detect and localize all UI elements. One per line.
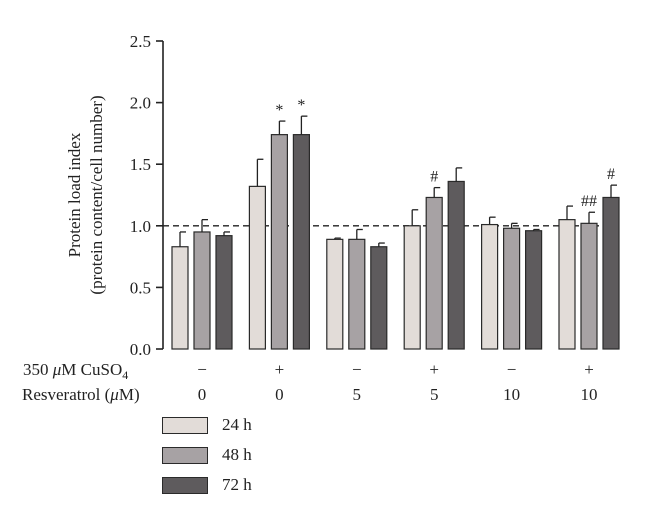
condition-table: 350 μM CuSO4 Resveratrol (μM) − 0 +0 − 5 +5 − 10 +…: [22, 360, 598, 404]
bar: [216, 236, 232, 349]
bar: [581, 223, 597, 349]
y-tick-label: 2.0: [130, 94, 151, 113]
legend-swatch: [162, 447, 208, 464]
cuso4-value: −: [197, 360, 207, 379]
resveratrol-value: 5: [430, 385, 439, 404]
resveratrol-row-label: Resveratrol (μM): [22, 385, 140, 404]
resveratrol-value: 10: [581, 385, 598, 404]
significance-mark: #: [607, 166, 615, 183]
legend-item: 72 h: [162, 474, 252, 496]
legend-item: 24 h: [162, 414, 252, 436]
y-tick-label: 2.5: [130, 32, 151, 51]
bar: [526, 231, 542, 349]
y-axis-label: Protein load index (protein content/cell …: [65, 95, 106, 294]
legend-label: 24 h: [222, 415, 252, 435]
y-tick-label: 0.0: [130, 340, 151, 359]
bar: [504, 228, 520, 349]
y-tick-label: 0.5: [130, 278, 151, 297]
bar-chart: Protein load index (protein content/cell …: [0, 0, 660, 410]
significance-mark: *: [297, 97, 305, 114]
y-tick-label: 1.5: [130, 155, 151, 174]
cuso4-value: +: [429, 360, 439, 379]
bar: [194, 232, 210, 349]
resveratrol-value: 5: [353, 385, 362, 404]
bar: [327, 239, 343, 349]
cuso4-row-label: 350 μM CuSO4: [23, 360, 128, 382]
cuso4-value: −: [352, 360, 362, 379]
bar: [404, 226, 420, 349]
bar: [426, 197, 442, 349]
bar: [559, 220, 575, 349]
significance-mark: #: [430, 169, 438, 186]
cuso4-value: −: [507, 360, 517, 379]
legend-swatch: [162, 477, 208, 494]
bar: [172, 247, 188, 349]
bar: [448, 181, 464, 349]
bars-layer: *###*#: [172, 97, 619, 349]
y-axis: 0.0 0.5 1.0 1.5 2.0 2.5: [130, 32, 163, 359]
bar: [271, 135, 287, 349]
y-axis-subtitle: (protein content/cell number): [87, 95, 106, 294]
legend-swatch: [162, 417, 208, 434]
bar: [603, 197, 619, 349]
resveratrol-value: 0: [275, 385, 284, 404]
legend-label: 72 h: [222, 475, 252, 495]
y-tick-label: 1.0: [130, 217, 151, 236]
bar: [371, 247, 387, 349]
bar: [482, 225, 498, 349]
significance-mark: ##: [581, 193, 597, 210]
legend: 24 h 48 h 72 h: [162, 414, 252, 504]
bar: [249, 186, 265, 349]
legend-item: 48 h: [162, 444, 252, 466]
bar: [293, 135, 309, 349]
legend-label: 48 h: [222, 445, 252, 465]
bar: [349, 239, 365, 349]
cuso4-value: +: [584, 360, 594, 379]
cuso4-value: +: [275, 360, 285, 379]
resveratrol-value: 10: [503, 385, 520, 404]
resveratrol-value: 0: [198, 385, 207, 404]
significance-mark: *: [275, 102, 283, 119]
y-axis-title: Protein load index: [65, 132, 84, 257]
